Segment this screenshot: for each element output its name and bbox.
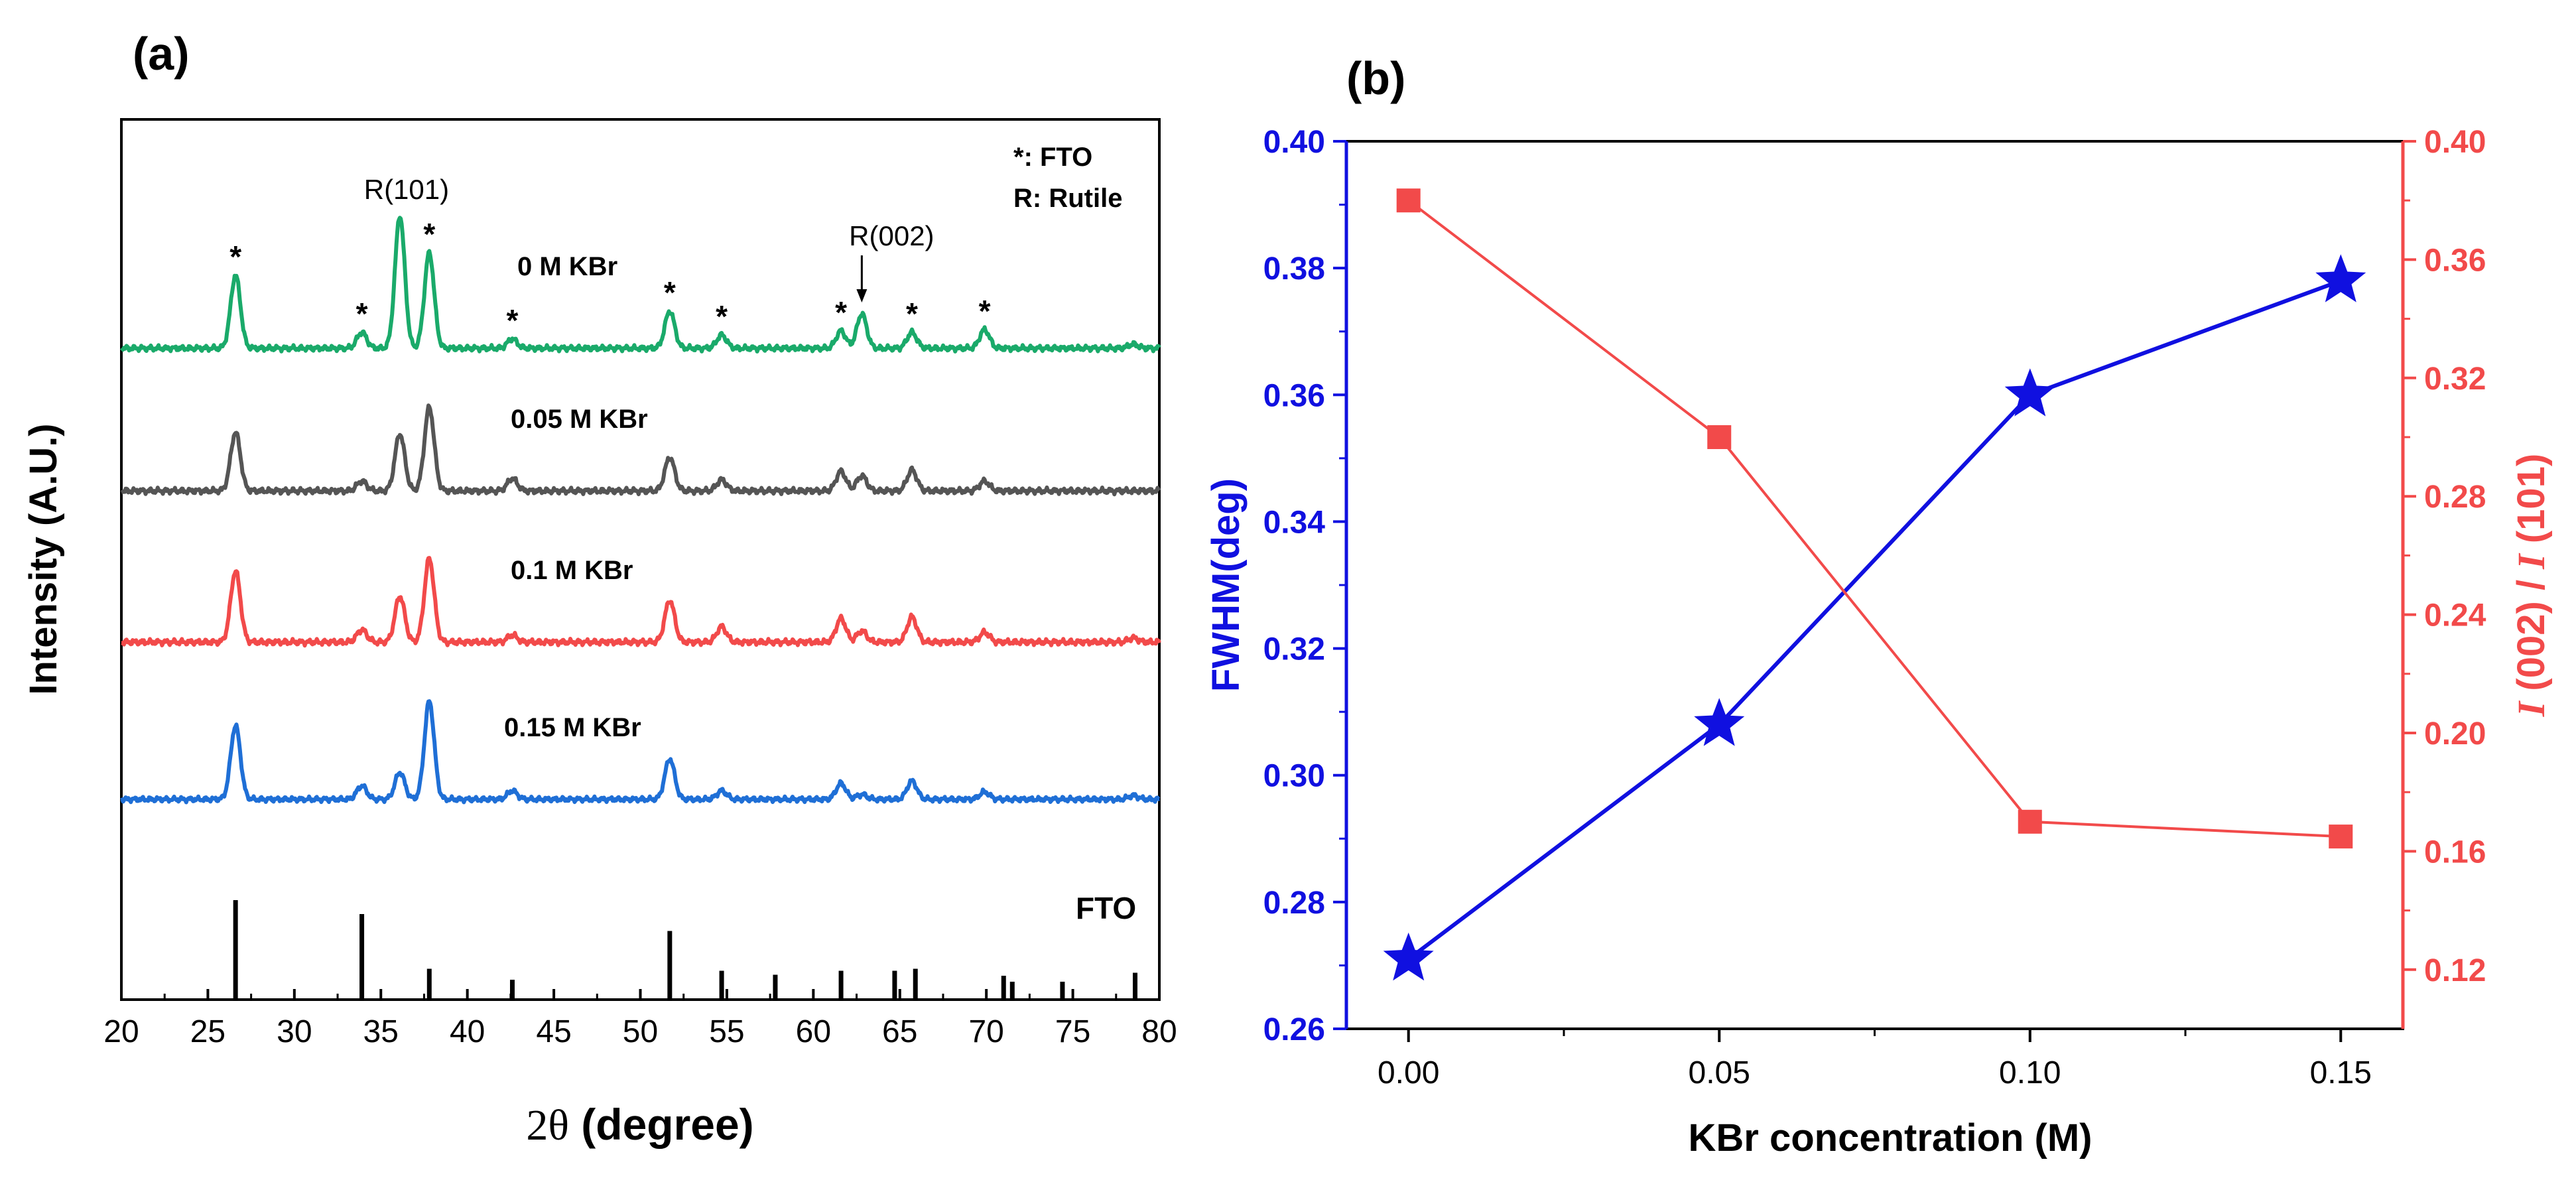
b-y-left-tick-label-0.40: 0.40	[1263, 125, 1325, 160]
data-point-fwhm-deg-1	[1694, 698, 1745, 746]
panel-b: (b) FWHM(deg) I (002) / I (101) KBr conc…	[1204, 52, 2553, 1159]
fto-star-51.7: *	[664, 275, 676, 310]
fto-star-26.6: *	[229, 239, 241, 274]
xrd-pattern-0-15-m-kbr	[119, 699, 1161, 805]
b-y-left-tick-label-0.38: 0.38	[1263, 251, 1325, 287]
data-point-i-002-i-101-0	[1396, 188, 1421, 213]
panel-a-label: (a)	[133, 28, 190, 80]
panel-b-x-axis-label: KBr concentration (M)	[1689, 1116, 2093, 1159]
panel-a-x-axis-label: 2θ (degree)	[526, 1100, 753, 1150]
data-point-fwhm-deg-2	[2004, 368, 2055, 417]
legend-rutile: R: Rutile	[1013, 184, 1122, 213]
series-line-i-002-i-101	[1407, 199, 2341, 838]
panel-b-y-right-label: I (002) / I (101)	[2510, 454, 2553, 718]
x-tick-label-65: 65	[882, 1014, 917, 1049]
xrd-pattern-0-m-kbr	[119, 216, 1161, 354]
b-x-tick-label-0.15: 0.15	[2310, 1055, 2372, 1091]
x-tick-label-55: 55	[709, 1014, 744, 1049]
y-right-label-mid: (002) /	[2510, 569, 2553, 702]
fto-star-54.7: *	[716, 299, 728, 334]
fto-star-69.9: *	[979, 294, 991, 328]
b-y-left-tick-label-0.32: 0.32	[1263, 632, 1325, 667]
panel-a-x-axis-unit: (degree)	[569, 1100, 754, 1149]
annotation-r002-arrow-head	[856, 289, 868, 302]
data-point-i-002-i-101-3	[2329, 825, 2353, 849]
b-y-right-tick-label-0.16: 0.16	[2424, 834, 2486, 870]
x-tick-label-20: 20	[103, 1014, 139, 1049]
x-tick-label-80: 80	[1141, 1014, 1177, 1049]
y-right-label-i2: I	[2510, 553, 2553, 570]
panel-b-label: (b)	[1346, 52, 1405, 104]
panel-a-x-ticks: 20 25 30 35 40 45 50 55 60 65 70 75 80	[103, 989, 1177, 1049]
b-y-right-tick-label-0.24: 0.24	[2424, 598, 2486, 633]
panel-b-ticks: 0.00 0.05 0.10 0.15 0.26 0.28 0.30 0.32 0.34 0.36…	[1263, 125, 2486, 1091]
x-tick-label-35: 35	[363, 1014, 399, 1049]
b-y-right-tick-label-0.32: 0.32	[2424, 362, 2486, 397]
y-right-label-i1: I	[2510, 700, 2553, 717]
panel-b-series	[1383, 188, 2366, 981]
b-y-right-tick-label-0.36: 0.36	[2424, 243, 2486, 278]
reference-label: FTO	[1076, 891, 1136, 925]
data-point-fwhm-deg-0	[1383, 932, 1434, 981]
series-line-fwhm-deg	[1407, 279, 2342, 961]
annotation-r002: R(002)	[849, 220, 934, 251]
x-tick-label-50: 50	[623, 1014, 658, 1049]
fto-star-61.6: *	[835, 295, 847, 330]
b-x-tick-label-0.10: 0.10	[1999, 1055, 2061, 1091]
b-y-left-tick-label-0.36: 0.36	[1263, 378, 1325, 413]
b-x-tick-label-0.05: 0.05	[1689, 1055, 1750, 1091]
series-label-0-05-m-kbr: 0.05 M KBr	[511, 405, 648, 434]
x-tick-label-45: 45	[536, 1014, 571, 1049]
b-x-tick-label-0.00: 0.00	[1378, 1055, 1439, 1091]
annotation-r101: R(101)	[364, 174, 449, 205]
fto-star-65.7: *	[906, 297, 918, 331]
x-tick-label-70: 70	[968, 1014, 1003, 1049]
b-y-right-tick-label-0.12: 0.12	[2424, 953, 2486, 988]
b-y-left-tick-label-0.26: 0.26	[1263, 1012, 1325, 1047]
panel-a-reference: FTO	[233, 891, 1137, 1000]
b-y-right-tick-label-0.28: 0.28	[2424, 480, 2486, 515]
legend-fto: *: FTO	[1013, 143, 1092, 172]
fto-star-37.8: *	[423, 217, 435, 251]
data-point-i-002-i-101-1	[1707, 425, 1732, 449]
b-y-left-tick-label-0.30: 0.30	[1263, 759, 1325, 794]
b-y-left-tick-label-0.34: 0.34	[1263, 505, 1326, 540]
x-tick-label-40: 40	[450, 1014, 485, 1049]
x-tick-label-60: 60	[796, 1014, 831, 1049]
x-tick-label-30: 30	[277, 1014, 312, 1049]
fto-star-42.6: *	[507, 303, 519, 338]
fto-star-33.9: *	[356, 297, 368, 331]
panel-a-x-axis-symbol: 2θ	[526, 1101, 569, 1150]
panel-a-annotations: * * * * * * * * * R(101) R(002)	[229, 174, 990, 338]
xrd-pattern-0-05-m-kbr	[120, 403, 1161, 497]
x-tick-label-25: 25	[190, 1014, 225, 1049]
b-y-right-tick-label-0.20: 0.20	[2424, 716, 2486, 752]
b-y-left-tick-label-0.28: 0.28	[1263, 886, 1325, 921]
data-point-fwhm-deg-3	[2315, 254, 2366, 302]
xrd-pattern-0-1-m-kbr	[120, 556, 1161, 648]
b-y-right-tick-label-0.40: 0.40	[2424, 125, 2486, 160]
y-right-label-end: (101)	[2510, 454, 2553, 555]
panel-a-series: 0 M KBr 0.05 M KBr 0.1 M KBr 0.15 M KBr	[119, 216, 1161, 805]
panel-a: (a) Intensity (A.U.) 2θ (degree) *: FTO …	[22, 28, 1177, 1150]
panel-a-y-axis-label: Intensity (A.U.)	[22, 423, 65, 694]
data-point-i-002-i-101-2	[2018, 809, 2042, 834]
panel-a-plot-frame	[120, 118, 1161, 1001]
series-label-0-1-m-kbr: 0.1 M KBr	[511, 556, 633, 585]
series-label-0-m-kbr: 0 M KBr	[517, 252, 617, 281]
series-label-0-15-m-kbr: 0.15 M KBr	[504, 713, 641, 742]
panel-b-y-left-label: FWHM(deg)	[1204, 478, 1248, 692]
x-tick-label-75: 75	[1055, 1014, 1090, 1049]
